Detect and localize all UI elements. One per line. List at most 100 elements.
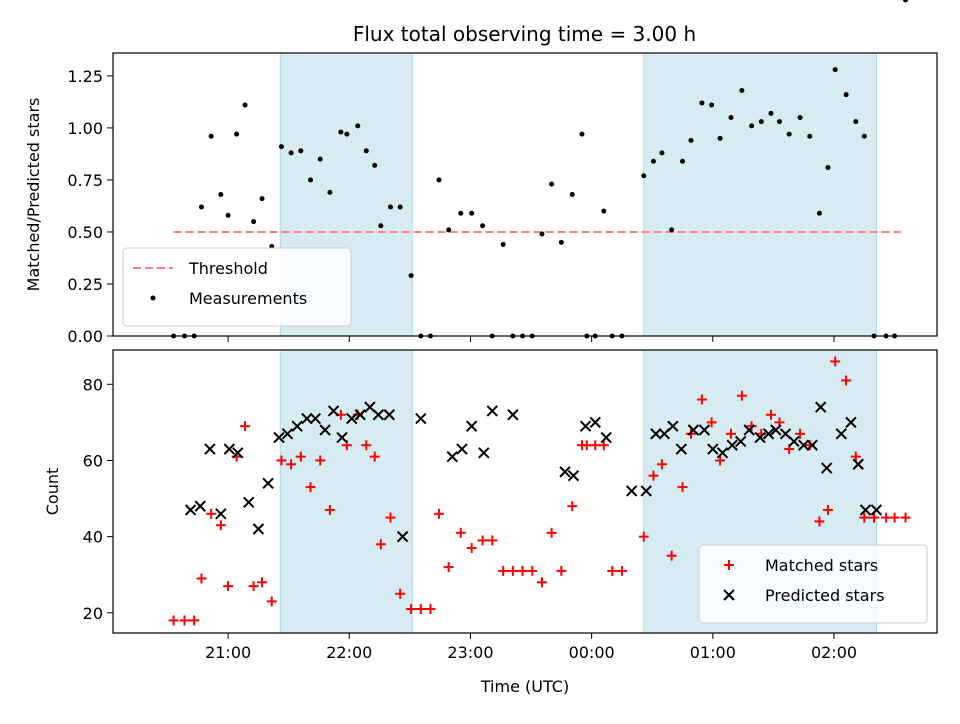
legend-label: Threshold: [188, 259, 268, 278]
data-point: [276, 455, 287, 466]
data-point: [406, 604, 417, 615]
data-point: [324, 504, 335, 515]
data-point: [243, 496, 255, 509]
data-point: [184, 504, 197, 516]
data-point: [387, 204, 393, 210]
data-point: [486, 405, 498, 417]
data-point: [361, 440, 372, 451]
data-point: [408, 273, 414, 279]
chart-title: Flux total observing time = 3.00 h: [353, 22, 696, 46]
x-tick-label: 23:00: [447, 643, 493, 662]
x-tick-label: 22:00: [326, 643, 372, 662]
data-point: [507, 409, 519, 421]
data-point: [510, 333, 516, 339]
data-point: [870, 504, 883, 516]
data-point: [344, 131, 350, 137]
data-point: [204, 443, 216, 455]
data-point: [223, 581, 234, 592]
counts-y-tick-label: 20: [83, 604, 103, 623]
data-point: [797, 439, 810, 451]
data-point: [327, 189, 333, 195]
data-point: [598, 440, 609, 451]
counts-y-tick-label: 80: [83, 375, 103, 394]
data-point: [832, 67, 838, 73]
ratio-y-tick-label: 1.00: [67, 119, 103, 138]
data-point: [372, 409, 385, 421]
data-point: [680, 158, 686, 164]
data-point: [758, 119, 764, 125]
data-point: [242, 102, 248, 108]
data-point: [698, 424, 711, 436]
data-point: [795, 428, 806, 439]
data-point: [567, 501, 578, 512]
data-point: [443, 562, 454, 573]
counts-y-tick-label: 60: [83, 451, 103, 470]
ratio-panel: Matched/Predicted stars 0.00 0.25 0.50 0.75…: [24, 0, 938, 346]
data-point: [579, 131, 585, 137]
ratio-y-axis-label: Matched/Predicted stars: [24, 98, 43, 292]
x-tick-label: 02:00: [811, 643, 857, 662]
data-point: [478, 447, 490, 459]
data-point: [291, 420, 303, 432]
data-point: [507, 565, 518, 576]
data-point: [677, 482, 688, 493]
legend-label: Measurements: [189, 289, 307, 308]
ratio-y-tick-label: 1.25: [67, 67, 103, 86]
data-point: [881, 512, 892, 523]
ratio-y-tick-label: 0.50: [67, 223, 103, 242]
counts-y-axis-label: Count: [43, 468, 62, 516]
data-point: [536, 577, 547, 588]
data-point: [688, 137, 694, 143]
data-point: [600, 431, 612, 444]
data-point: [625, 485, 638, 497]
counts-legend: Matched stars Predicted stars: [698, 544, 928, 624]
data-point: [843, 92, 849, 98]
data-point: [369, 451, 380, 462]
data-point: [278, 144, 284, 150]
data-point: [225, 212, 231, 218]
data-point: [378, 223, 384, 229]
x-tick-label: 00:00: [569, 643, 615, 662]
ratio-y-tick-label: 0.75: [67, 171, 103, 190]
data-point: [396, 530, 409, 543]
data-point: [706, 417, 717, 428]
data-point: [446, 450, 459, 463]
data-point: [650, 158, 656, 164]
legend-label: Predicted stars: [765, 586, 885, 605]
data-point: [338, 129, 344, 135]
data-point: [375, 539, 386, 550]
data-point: [868, 512, 879, 523]
data-point: [841, 375, 852, 386]
data-point: [816, 210, 822, 216]
data-point: [466, 543, 477, 554]
data-point: [669, 227, 675, 233]
data-point: [641, 173, 647, 179]
data-point: [181, 333, 187, 339]
x-tick-label: 21:00: [205, 643, 251, 662]
data-point: [309, 412, 322, 425]
data-point: [168, 615, 179, 626]
data-point: [616, 565, 627, 576]
data-point: [699, 100, 705, 106]
data-point: [743, 424, 755, 436]
data-point: [455, 527, 466, 538]
data-point: [383, 409, 395, 421]
data-point: [859, 512, 870, 523]
data-point: [215, 508, 227, 520]
data-point: [556, 565, 567, 576]
data-point: [648, 470, 659, 481]
data-point: [871, 333, 877, 339]
data-point: [257, 577, 268, 588]
data-point: [715, 455, 726, 466]
data-point: [845, 416, 857, 429]
data-point: [835, 428, 847, 440]
data-point: [196, 573, 207, 584]
counts-series-predicted-stars: [184, 401, 883, 543]
data-point: [736, 390, 747, 401]
data-point: [415, 604, 426, 615]
data-point: [830, 356, 841, 367]
data-point: [822, 504, 833, 515]
data-point: [814, 401, 827, 413]
data-point: [579, 420, 592, 432]
data-point: [770, 424, 782, 436]
